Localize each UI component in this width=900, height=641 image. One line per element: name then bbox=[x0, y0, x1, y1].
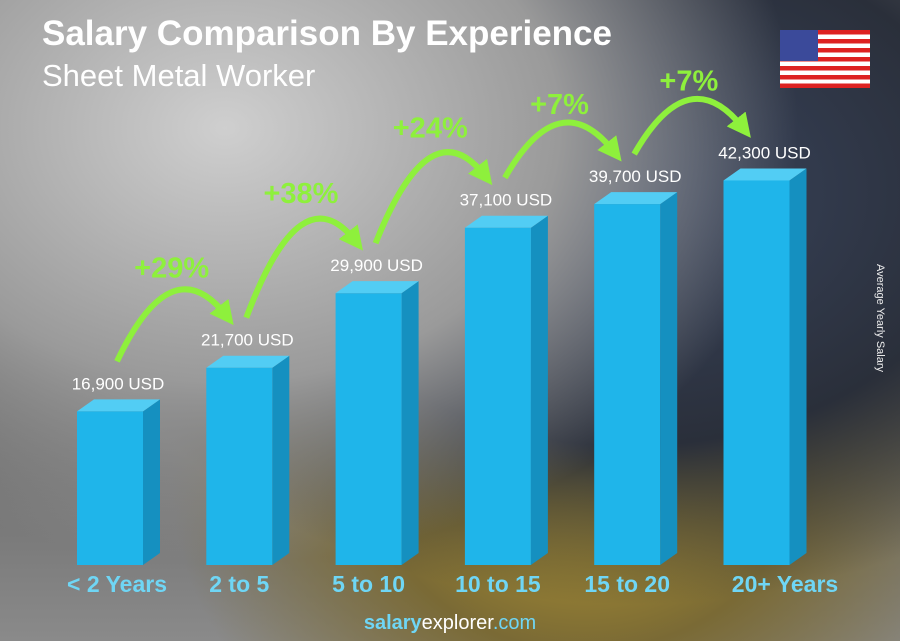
bar-top bbox=[594, 192, 678, 205]
value-label: 21,700 USD bbox=[201, 331, 294, 350]
bar-top bbox=[335, 281, 419, 294]
brand-explorer: explorer bbox=[421, 612, 493, 634]
category-label: < 2 Years bbox=[67, 571, 167, 597]
value-label: 42,300 USD bbox=[718, 143, 811, 162]
category-label: 10 to 15 bbox=[455, 571, 541, 597]
increase-arrow bbox=[243, 215, 363, 319]
category-label: 20+ Years bbox=[732, 571, 838, 597]
bar bbox=[77, 411, 143, 565]
category-label: 2 to 5 bbox=[209, 571, 269, 597]
increase-label: +7% bbox=[659, 65, 718, 97]
chart-title: Salary Comparison By Experience bbox=[42, 14, 612, 53]
bar bbox=[206, 367, 273, 565]
increase-label: +38% bbox=[263, 178, 338, 210]
increase-label: +24% bbox=[393, 113, 468, 145]
bar-top bbox=[464, 215, 548, 228]
increase-arrow bbox=[502, 119, 622, 180]
increase-arrow bbox=[372, 149, 493, 245]
bar-side bbox=[143, 399, 160, 565]
bar-side bbox=[530, 215, 548, 565]
category-label: 15 to 20 bbox=[584, 571, 670, 597]
value-label: 16,900 USD bbox=[72, 374, 165, 393]
site-brand[interactable]: salaryexplorer.com bbox=[0, 612, 900, 635]
bar-side bbox=[789, 168, 807, 566]
bar-top bbox=[206, 355, 290, 368]
us-flag-icon bbox=[780, 30, 870, 88]
bar bbox=[335, 293, 402, 565]
bar-side bbox=[272, 355, 290, 565]
increase-arrow bbox=[631, 95, 751, 156]
brand-salary: salary bbox=[363, 612, 422, 634]
bar-side bbox=[401, 281, 419, 565]
bar-side bbox=[660, 192, 678, 565]
bar bbox=[464, 227, 531, 565]
value-label: 29,900 USD bbox=[330, 256, 423, 275]
chart-subtitle: Sheet Metal Worker bbox=[42, 58, 316, 93]
increase-label: +7% bbox=[530, 89, 589, 121]
increase-arrow bbox=[114, 286, 234, 363]
bar-top bbox=[77, 399, 160, 412]
value-label: 39,700 USD bbox=[589, 167, 682, 186]
value-label: 37,100 USD bbox=[460, 191, 553, 210]
category-label: 5 to 10 bbox=[332, 571, 405, 597]
bar bbox=[594, 204, 661, 565]
bar bbox=[723, 180, 790, 566]
brand-com: .com bbox=[492, 612, 537, 634]
bar-top bbox=[723, 168, 807, 181]
increase-label: +29% bbox=[134, 253, 209, 285]
